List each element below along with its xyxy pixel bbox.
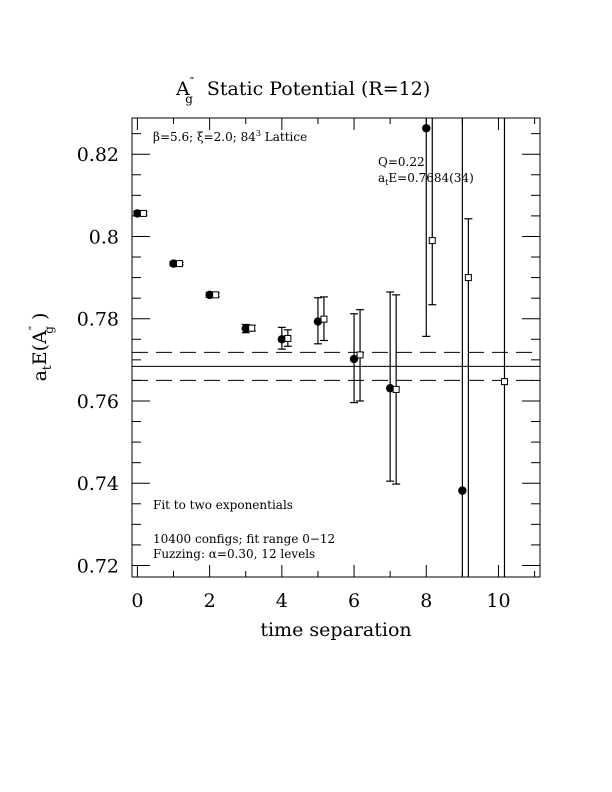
open-square-marker: [320, 315, 328, 323]
note-configs: 10400 configs; fit range 0−12: [153, 532, 335, 546]
filled-circle-marker: [169, 259, 178, 268]
fit-energy-main: a: [378, 171, 385, 185]
open-square-marker: [356, 351, 364, 359]
y-label-main: a: [29, 370, 51, 381]
open-square-marker: [464, 274, 472, 282]
y-axis-label-group: atE(A″g ): [27, 313, 56, 382]
title-superscript: ″: [190, 75, 195, 89]
x-axis-label: time separation: [260, 619, 411, 641]
fit-energy: atE=0.7684(34): [378, 171, 474, 187]
y-label-mid: E(A: [29, 330, 51, 365]
axis-tick-labels: 0 2 4 6 8 10 0.72 0.74 0.76 0.78 0.8 0.82: [77, 144, 511, 612]
filled-circle-marker: [385, 384, 395, 393]
open-square-marker: [139, 209, 147, 217]
filled-circle-marker: [422, 124, 431, 133]
y-tick-label: 0.74: [77, 473, 119, 495]
lattice-exponent: 3: [256, 129, 261, 138]
y-label-sup: ″: [27, 325, 41, 330]
y-tick-label: 0.8: [89, 226, 119, 248]
fit-quality: Q=0.22: [378, 155, 425, 169]
y-label-sub-g: g: [42, 326, 56, 334]
y-tick-label: 0.72: [77, 555, 119, 577]
note-fuzzing: Fuzzing: α=0.30, 12 levels: [153, 547, 315, 561]
filled-circle-marker: [241, 324, 250, 333]
y-axis-label: atE(A″g ): [27, 313, 56, 382]
filled-circle-marker: [205, 290, 214, 300]
open-square-marker: [392, 385, 400, 393]
open-square-marker: [248, 324, 256, 332]
lattice-word: Lattice: [265, 130, 307, 144]
y-label-end: ): [29, 313, 51, 326]
fit-energy-rest: E=0.7684(34): [388, 171, 473, 185]
filled-circle-marker: [313, 317, 323, 326]
y-tick-label: 0.76: [77, 391, 119, 413]
open-square-marker: [176, 260, 184, 268]
fit-lines: [132, 351, 540, 381]
y-label-sub-t: t: [40, 365, 54, 370]
lattice-annotation: β=5.6; ξ=2.0; 843 Lattice: [153, 125, 307, 144]
filled-circle-marker: [277, 335, 287, 344]
title-main: A: [175, 78, 190, 100]
filled-circle-marker: [458, 486, 467, 495]
y-tick-label: 0.82: [77, 144, 119, 166]
open-square-marker: [212, 291, 220, 299]
y-tick-label: 0.78: [77, 309, 119, 331]
lattice-beta: β=5.6;: [153, 130, 193, 144]
open-square-marker: [500, 378, 508, 386]
open-square-marker: [428, 237, 436, 245]
fit-energy-sub: t: [385, 178, 389, 187]
x-tick-label: 10: [486, 590, 510, 612]
plot-frame: [131, 117, 541, 578]
x-tick-label: 8: [420, 590, 432, 612]
x-tick-label: 4: [276, 590, 288, 612]
title-subscript: g: [185, 92, 193, 106]
x-tick-label: 6: [348, 590, 360, 612]
open-square-marker: [284, 334, 292, 342]
filled-circle-marker: [133, 209, 142, 218]
chart-title: A″ g Static Potential (R=12): [175, 75, 430, 106]
lattice-xi: ξ=2.0;: [197, 130, 237, 144]
note-fit-method: Fit to two exponentials: [153, 498, 293, 512]
data-markers: [133, 124, 508, 495]
lattice-size: 84: [241, 130, 257, 144]
x-tick-label: 0: [131, 590, 143, 612]
x-tick-label: 2: [204, 590, 216, 612]
filled-circle-marker: [349, 354, 359, 364]
title-rest: Static Potential (R=12): [207, 78, 430, 100]
